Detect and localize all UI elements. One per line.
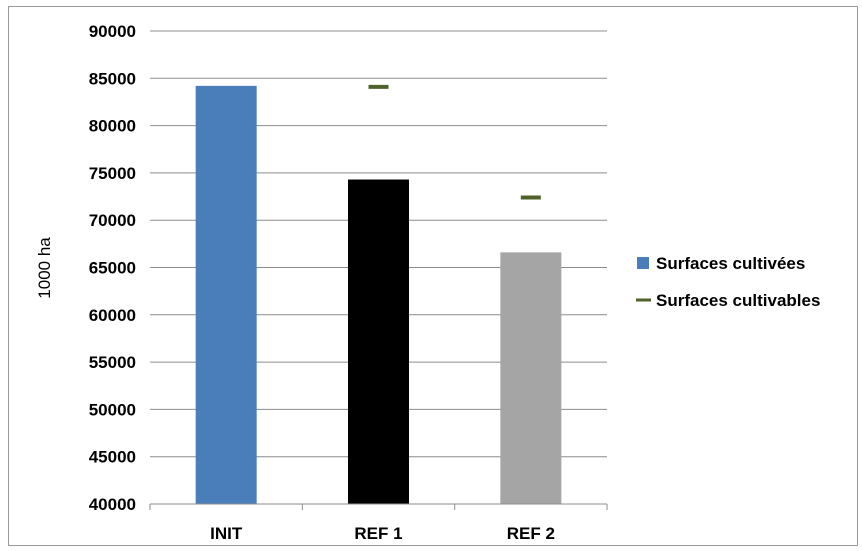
legend-label-surfaces-cultivables: Surfaces cultivables (656, 291, 820, 310)
legend-label-surfaces-cultivees: Surfaces cultivées (656, 254, 805, 273)
legend-swatch-surfaces-cultivees (637, 257, 649, 269)
y-tick-label: 75000 (89, 164, 136, 183)
y-axis-tick-labels: 40000 45000 50000 55000 60000 65000 70000 75000… (89, 22, 136, 514)
bar-ref-2 (500, 252, 562, 504)
x-category-label: REF 1 (354, 524, 402, 543)
chart-frame (8, 6, 858, 546)
x-axis-category-labels: INIT REF 1 REF 2 (210, 524, 555, 543)
bar-init (195, 85, 257, 505)
y-tick-label: 50000 (89, 400, 136, 419)
y-tick-label: 85000 (89, 69, 136, 88)
y-tick-label: 90000 (89, 22, 136, 41)
y-tick-label: 60000 (89, 306, 136, 325)
bars (195, 85, 562, 505)
y-tick-label: 55000 (89, 353, 136, 372)
y-tick-label: 45000 (89, 448, 136, 467)
bar-ref-1 (348, 179, 409, 504)
markers (368, 84, 541, 200)
legend: Surfaces cultivées Surfaces cultivables (636, 254, 820, 310)
x-category-label: REF 2 (507, 524, 555, 543)
y-tick-label: 70000 (89, 211, 136, 230)
y-axis-title: 1000 ha (35, 237, 54, 299)
x-category-label: INIT (210, 524, 243, 543)
y-tick-label: 65000 (89, 259, 136, 278)
y-tick-label: 80000 (89, 117, 136, 136)
y-tick-label: 40000 (89, 495, 136, 514)
x-axis (149, 503, 608, 510)
